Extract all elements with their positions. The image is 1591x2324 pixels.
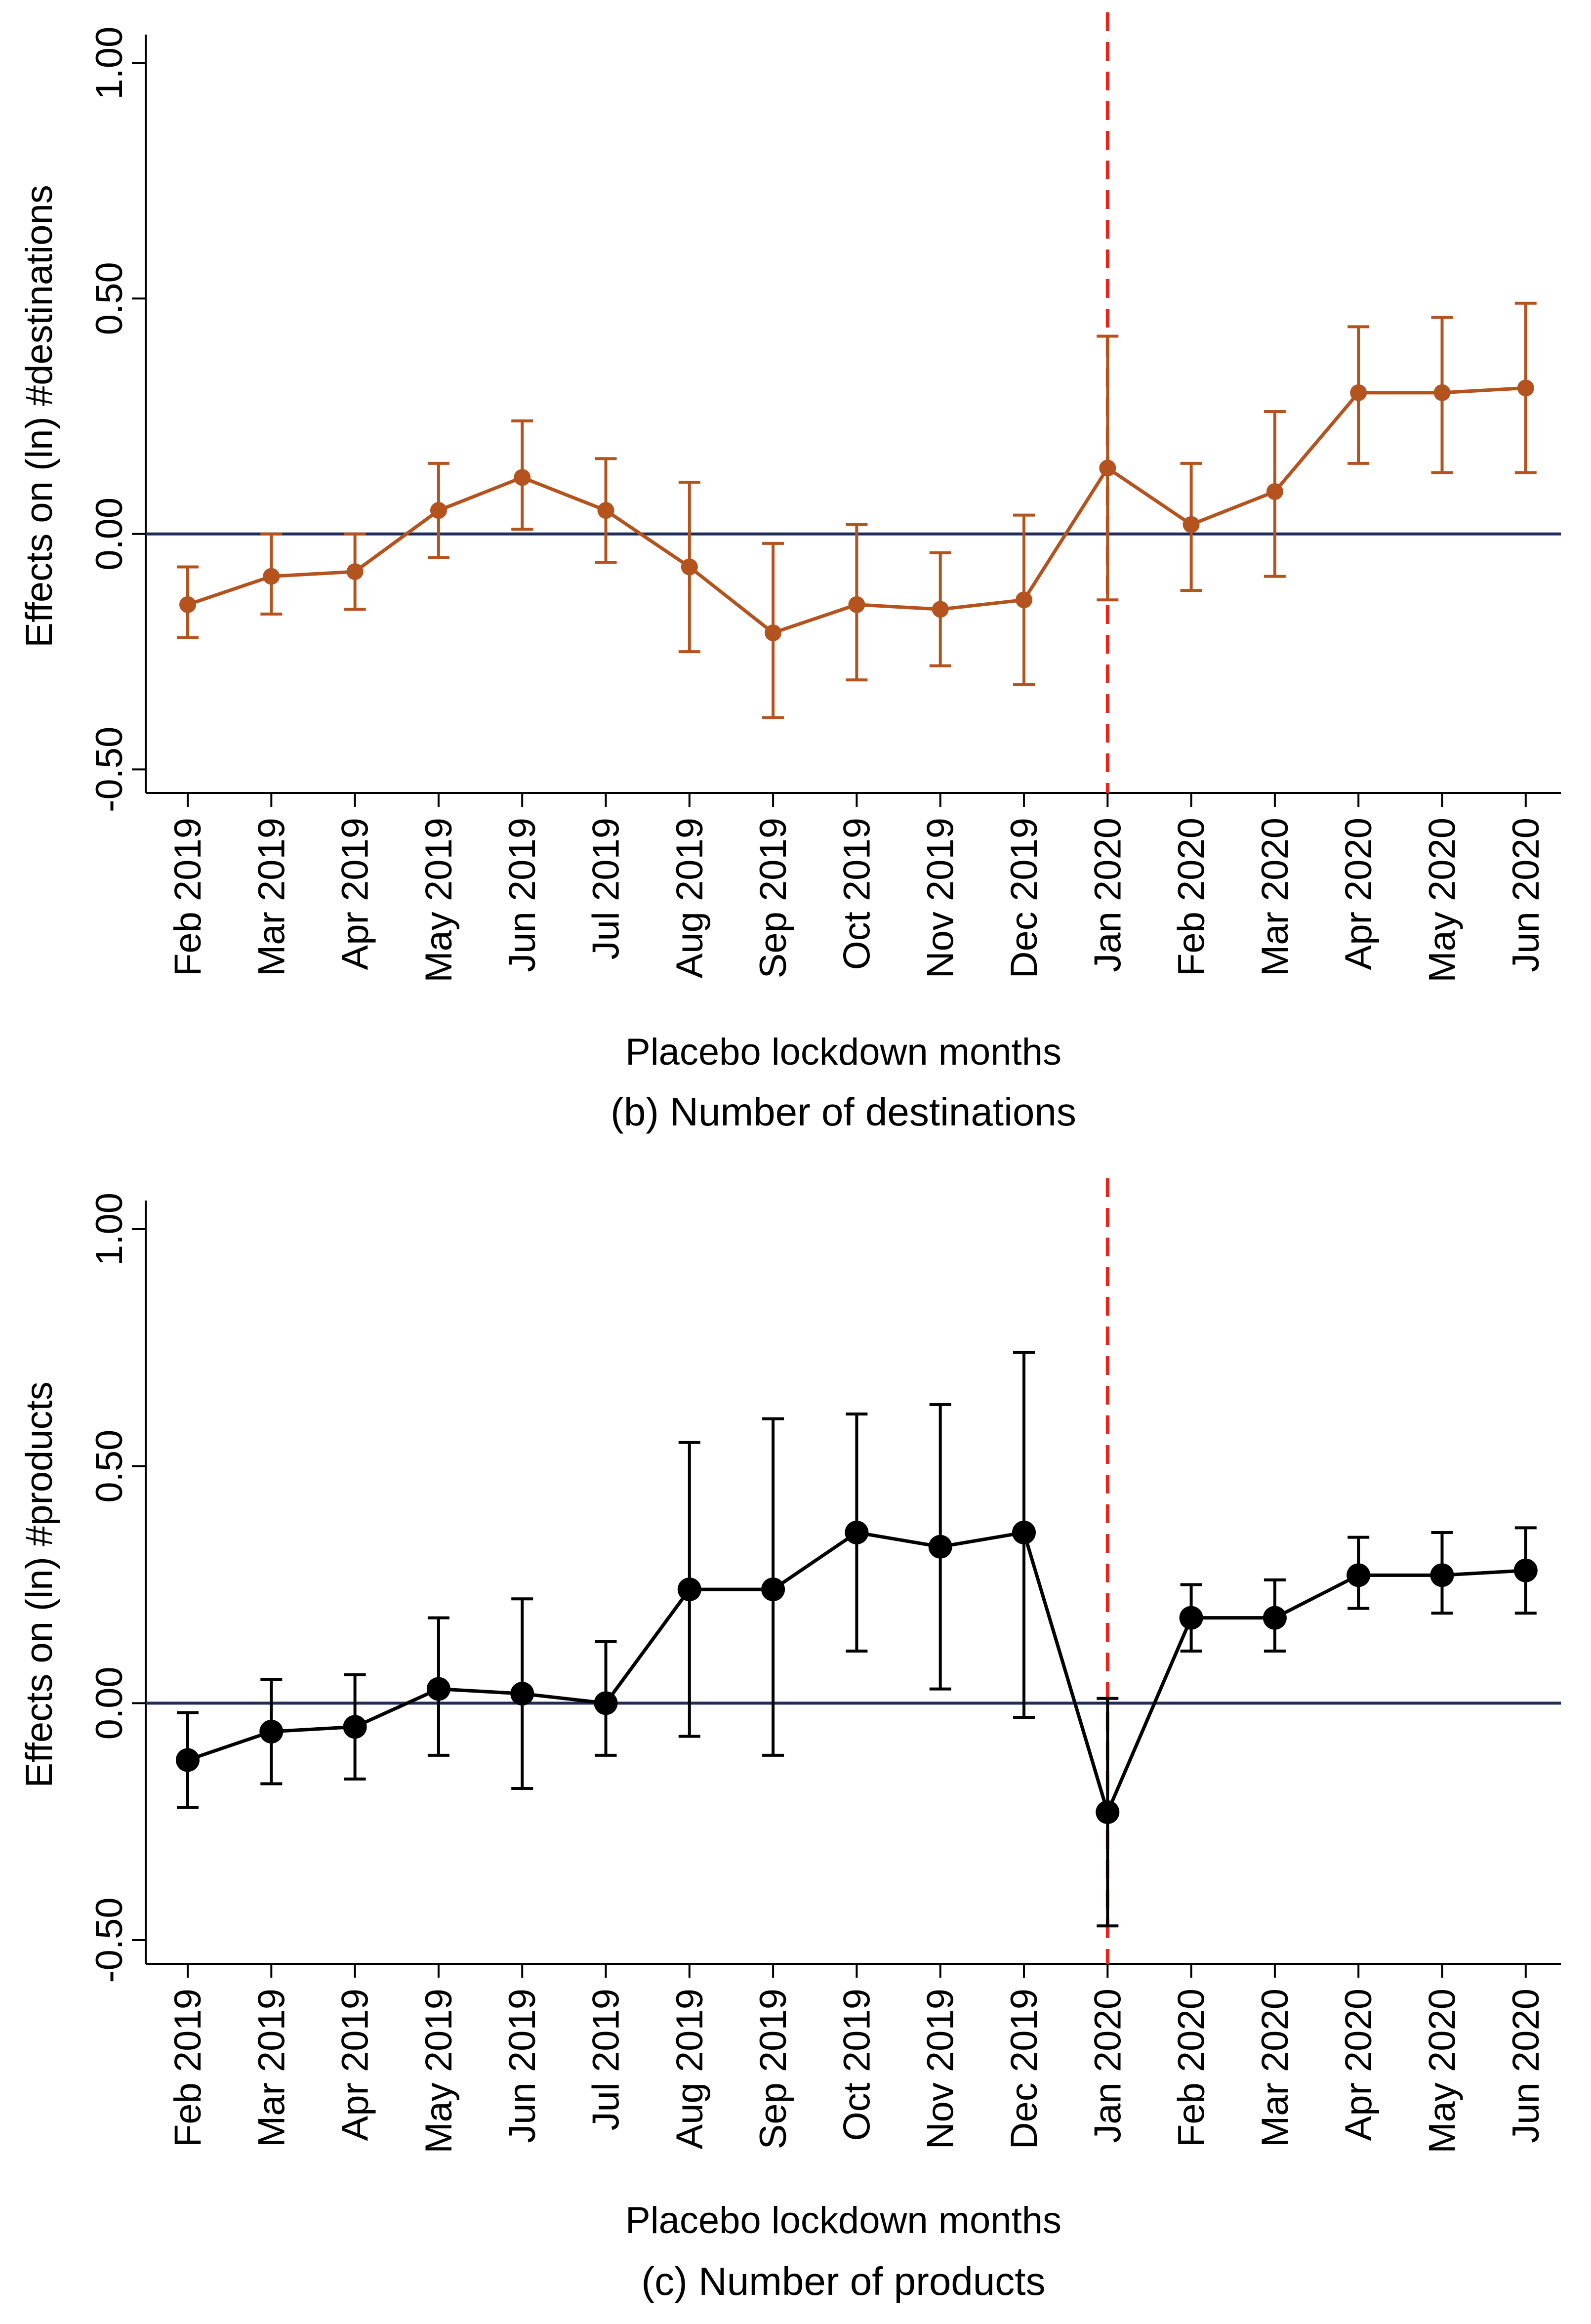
x-tick-label: Oct 2019 [836,818,878,970]
x-tick-label: Dec 2019 [1003,1989,1045,2149]
y-axis-title: Effects on (ln) #destinations [18,185,60,647]
x-tick-label: Mar 2020 [1254,818,1296,976]
data-point [681,558,698,576]
x-tick-label: Feb 2020 [1171,1989,1213,2147]
y-ticks: -0.50 0.00 0.50 1.00 [88,1193,146,1983]
x-tick-label: May 2020 [1422,818,1464,983]
x-tick-label: Mar 2019 [250,818,292,976]
data-point [1099,459,1116,477]
x-tick-label: May 2019 [418,818,460,983]
data-point [1266,483,1283,500]
data-point [263,568,280,585]
data-point [845,1520,869,1544]
x-tick-label: Jan 2020 [1087,1989,1129,2143]
y-tick-label: 0.50 [88,262,130,335]
x-tick-label: Sep 2019 [752,1989,794,2149]
data-point [514,469,531,486]
y-tick-label: -0.50 [88,727,130,812]
y-ticks: -0.50 0.00 0.50 1.00 [88,27,146,812]
x-tick-label: Apr 2019 [334,818,376,970]
x-tick-label: Jan 2020 [1087,818,1129,972]
data-point [430,502,447,519]
data-point [343,1715,367,1739]
x-tick-label: Nov 2019 [920,1989,962,2149]
x-tick-label: Mar 2019 [250,1989,292,2147]
y-tick-label: 0.50 [88,1430,130,1503]
data-point [1179,1606,1203,1630]
x-tick-label: Dec 2019 [1003,818,1045,978]
data-point [259,1719,284,1743]
data-point [1433,384,1451,401]
data-point [1096,1800,1120,1824]
x-tick-label: Sep 2019 [752,818,794,978]
data-point [594,1691,618,1715]
x-tick-label: Feb 2019 [167,818,209,976]
x-tick-label: Mar 2020 [1254,1989,1296,2147]
x-axis-title: Placebo lockdown months [625,1031,1061,1073]
y-tick-label: 0.00 [88,1666,130,1740]
x-tick-label: Aug 2019 [669,1989,711,2149]
data-point [932,601,949,618]
series-marks [177,301,1537,719]
data-point [765,624,782,641]
x-tick-label: May 2019 [418,1989,460,2154]
x-tick-label: Apr 2020 [1338,1989,1380,2141]
data-point [1016,591,1032,609]
data-point [426,1677,450,1701]
data-point [1346,1563,1371,1587]
x-tick-label: Feb 2020 [1171,818,1213,976]
panel-destinations: -0.50 0.00 0.50 1.00 Feb 2019 Mar 2019 Apr 20… [18,12,1561,1134]
series-marks [176,1351,1538,1928]
y-tick-label: 1.00 [88,1193,130,1266]
x-ticks: Feb 2019 Mar 2019 Apr 2019 May 2019 Jun 2019… [167,1964,1547,2154]
x-ticks: Feb 2019 Mar 2019 Apr 2019 May 2019 Jun 2019… [167,793,1547,983]
y-tick-label: 0.00 [88,498,130,571]
data-point [346,563,364,581]
y-tick-label: 1.00 [88,27,130,100]
data-point [928,1535,952,1559]
data-point [179,596,196,613]
data-point [1183,516,1200,533]
x-tick-label: Jul 2019 [585,818,627,959]
data-point [597,502,614,519]
data-point [1012,1520,1036,1544]
panel-products: -0.50 0.00 0.50 1.00 Feb 2019 Mar 2019 Apr 20… [18,1178,1561,2303]
data-point [761,1577,785,1602]
x-tick-label: Aug 2019 [669,818,711,978]
x-tick-label: Oct 2019 [836,1989,878,2141]
x-tick-label: Jun 2020 [1505,818,1547,972]
x-axis-title: Placebo lockdown months [625,2200,1061,2241]
data-point [1430,1563,1454,1587]
x-tick-label: Nov 2019 [920,818,962,978]
data-point [176,1748,200,1772]
panel-caption: (c) Number of products [641,2259,1045,2303]
data-point [848,596,865,613]
x-tick-label: Jul 2019 [585,1989,627,2130]
data-point [1517,379,1534,397]
x-tick-label: Jun 2019 [501,818,543,972]
x-tick-label: Apr 2020 [1338,818,1380,970]
data-point [1513,1558,1538,1582]
x-tick-label: Jun 2019 [501,1989,543,2143]
panel-caption: (b) Number of destinations [611,1090,1076,1134]
y-tick-label: -0.50 [88,1897,130,1983]
x-tick-label: Feb 2019 [167,1989,209,2147]
x-tick-label: Apr 2019 [334,1989,376,2141]
data-point [1350,384,1367,401]
data-point [510,1682,534,1706]
x-tick-label: May 2020 [1422,1989,1464,2154]
data-point [1263,1606,1287,1630]
y-axis-title: Effects on (ln) #products [18,1381,60,1787]
x-tick-label: Jun 2020 [1505,1989,1547,2143]
data-point [677,1577,701,1602]
